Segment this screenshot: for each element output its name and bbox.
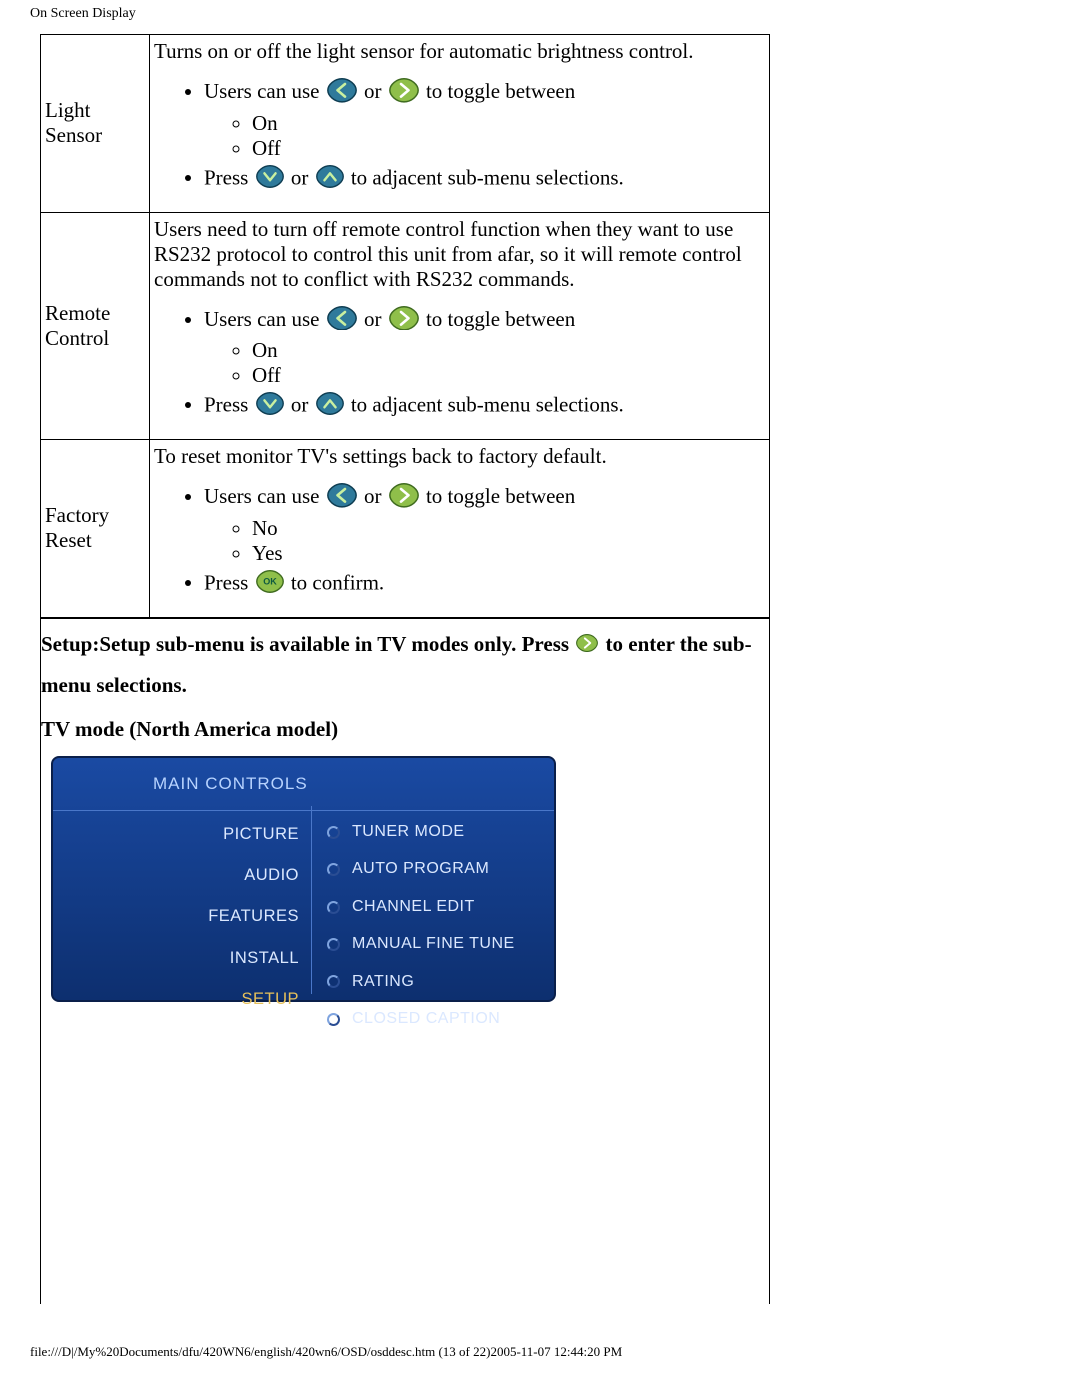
bullet-icon <box>327 938 340 951</box>
text: to confirm. <box>291 570 384 594</box>
table-row: Factory Reset To reset monitor TV's sett… <box>41 440 770 618</box>
row-desc: Users need to turn off remote control fu… <box>150 212 770 440</box>
osd-right-item: CHANNEL EDIT <box>315 888 548 925</box>
text: Users can use <box>204 79 325 103</box>
text: or <box>364 79 387 103</box>
osd-right-label: RATING <box>352 967 414 997</box>
page-header: On Screen Display <box>30 0 1050 34</box>
right-arrow-icon <box>389 483 419 514</box>
instruction-line: Users can use or to toggle between On Of… <box>204 78 765 161</box>
option: No <box>252 516 765 541</box>
row-desc: Turns on or off the light sensor for aut… <box>150 35 770 213</box>
text: to toggle between <box>426 307 575 331</box>
option: Off <box>252 363 765 388</box>
osd-right-item: CLOSED CAPTION <box>315 1001 548 1038</box>
text: or <box>364 484 387 508</box>
osd-right-item: MANUAL FINE TUNE <box>315 926 548 963</box>
option: On <box>252 338 765 363</box>
table-row: Remote Control Users need to turn off re… <box>41 212 770 440</box>
bullet-icon <box>327 863 340 876</box>
osd-body: PICTUREAUDIOFEATURESINSTALLSETUP TUNER M… <box>53 806 554 994</box>
osd-right-label: CLOSED CAPTION <box>352 1004 500 1034</box>
text: Setup:Setup sub-menu is available in TV … <box>41 632 574 656</box>
text: to adjacent sub-menu selections. <box>351 165 624 189</box>
osd-left-menu: PICTUREAUDIOFEATURESINSTALLSETUP <box>53 806 312 994</box>
down-arrow-icon <box>256 165 284 194</box>
content-continuation <box>40 1004 770 1304</box>
osd-right-menu: TUNER MODE AUTO PROGRAM CHANNEL EDIT MANUAL… <box>315 806 548 994</box>
page: On Screen Display Light Sensor Turns on … <box>0 0 1080 1390</box>
option: Yes <box>252 541 765 566</box>
up-arrow-icon <box>316 165 344 194</box>
row-desc: To reset monitor TV's settings back to f… <box>150 440 770 618</box>
table-row: Light Sensor Turns on or off the light s… <box>41 35 770 213</box>
ok-icon: OK <box>256 570 284 599</box>
osd-left-item: SETUP <box>53 979 311 1020</box>
right-arrow-icon <box>389 306 419 337</box>
text: Users can use <box>204 307 325 331</box>
text: Press <box>204 165 254 189</box>
osd-right-item: AUTO PROGRAM <box>315 851 548 888</box>
left-arrow-icon <box>327 306 357 337</box>
option: Off <box>252 136 765 161</box>
osd-right-label: MANUAL FINE TUNE <box>352 929 515 959</box>
row-label: Light Sensor <box>41 35 150 213</box>
setup-note: Setup:Setup sub-menu is available in TV … <box>40 618 770 1004</box>
text: or <box>291 165 314 189</box>
text: to toggle between <box>426 79 575 103</box>
instruction-line: Users can use or to toggle between No Ye… <box>204 483 765 566</box>
bullet-icon <box>327 1013 340 1026</box>
osd-panel: MAIN CONTROLS PICTUREAUDIOFEATURESINSTAL… <box>51 756 556 1002</box>
instruction-line: Press OK to confirm. <box>204 570 765 599</box>
option: On <box>252 111 765 136</box>
tv-mode-label: TV mode (North America model) <box>41 710 769 750</box>
osd-right-item: RATING <box>315 963 548 1000</box>
up-arrow-icon <box>316 392 344 421</box>
left-arrow-icon <box>327 483 357 514</box>
svg-text:OK: OK <box>263 576 277 586</box>
instruction-line: Users can use or to toggle between On Of… <box>204 306 765 389</box>
down-arrow-icon <box>256 392 284 421</box>
bullet-icon <box>327 826 340 839</box>
text: Press <box>204 392 254 416</box>
osd-right-label: AUTO PROGRAM <box>352 854 489 884</box>
row-intro: Turns on or off the light sensor for aut… <box>154 39 765 64</box>
osd-left-item: FEATURES <box>53 896 311 937</box>
text: or <box>364 307 387 331</box>
instruction-line: Press or to adjacent sub-menu selections… <box>204 165 765 194</box>
osd-title: MAIN CONTROLS <box>53 758 554 811</box>
row-intro: To reset monitor TV's settings back to f… <box>154 444 765 469</box>
bullet-icon <box>327 901 340 914</box>
bullet-icon <box>327 975 340 988</box>
left-arrow-icon <box>327 78 357 109</box>
text: to adjacent sub-menu selections. <box>351 392 624 416</box>
row-label: Remote Control <box>41 212 150 440</box>
text: Press <box>204 570 254 594</box>
osd-right-label: TUNER MODE <box>352 817 465 847</box>
osd-left-item: AUDIO <box>53 855 311 896</box>
text: or <box>291 392 314 416</box>
text: to toggle between <box>426 484 575 508</box>
row-intro: Users need to turn off remote control fu… <box>154 217 765 292</box>
osd-left-item: PICTURE <box>53 814 311 855</box>
row-label: Factory Reset <box>41 440 150 618</box>
instruction-line: Press or to adjacent sub-menu selections… <box>204 392 765 421</box>
osd-left-item: INSTALL <box>53 938 311 979</box>
footer-path: file:///D|/My%20Documents/dfu/420WN6/eng… <box>30 1304 1050 1360</box>
text: Users can use <box>204 484 325 508</box>
osd-right-item: TUNER MODE <box>315 814 548 851</box>
settings-table: Light Sensor Turns on or off the light s… <box>40 34 770 618</box>
right-arrow-icon <box>576 626 598 666</box>
osd-right-label: CHANNEL EDIT <box>352 892 475 922</box>
right-arrow-icon <box>389 78 419 109</box>
